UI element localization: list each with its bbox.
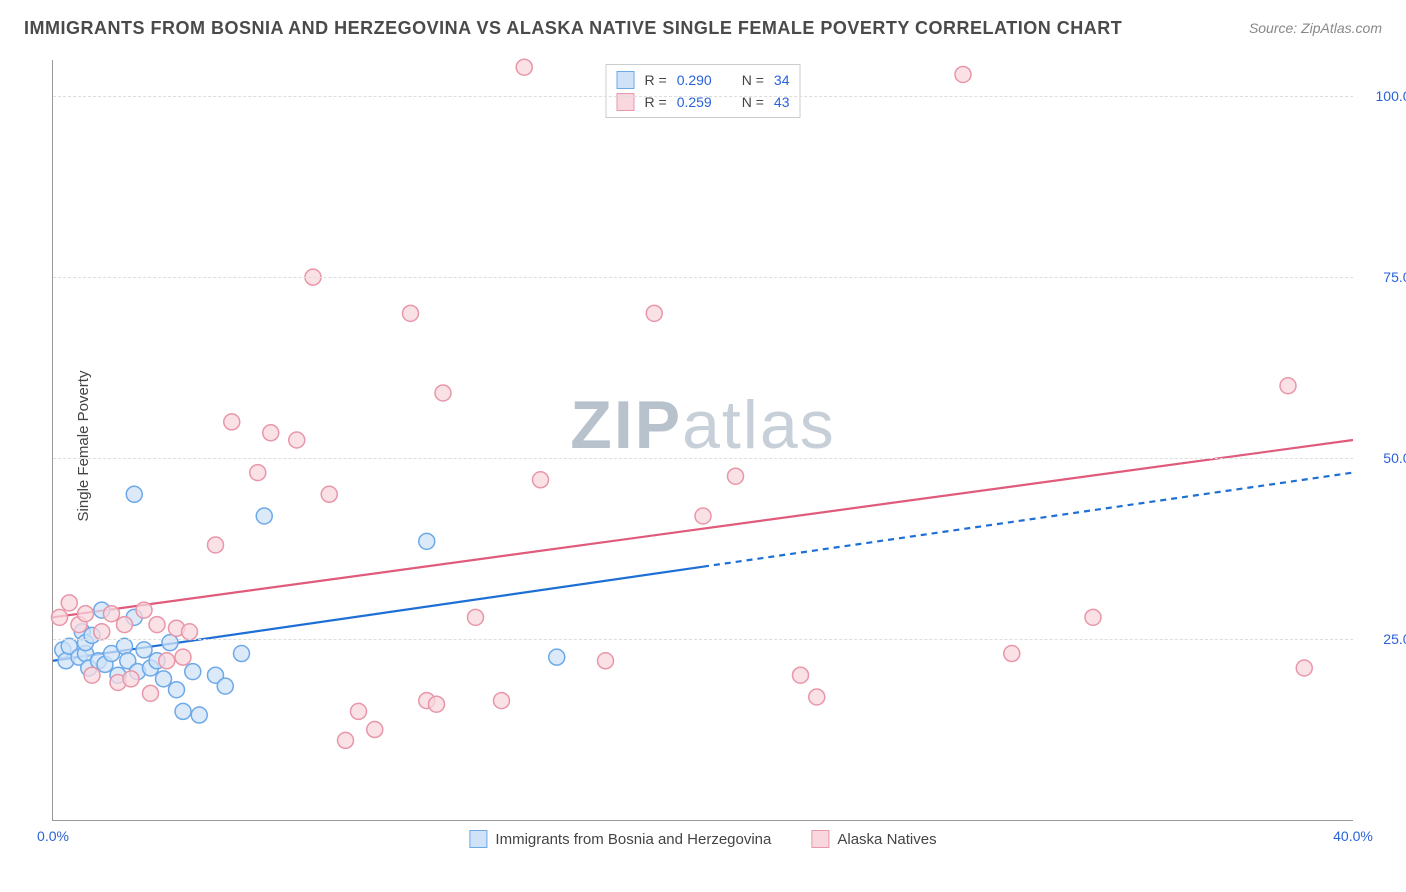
swatch-blue [617,71,635,89]
gridline [53,639,1353,640]
gridline [53,277,1353,278]
gridline [53,458,1353,459]
legend-row-alaska: R = 0.259 N = 43 [617,91,790,113]
correlation-legend: R = 0.290 N = 34 R = 0.259 N = 43 [606,64,801,118]
y-tick-label: 25.0% [1363,631,1406,647]
plot-svg [53,60,1353,820]
source-credit: Source: ZipAtlas.com [1249,20,1382,36]
y-tick-label: 100.0% [1363,88,1406,104]
chart-container: IMMIGRANTS FROM BOSNIA AND HERZEGOVINA V… [0,0,1406,892]
legend-item-alaska: Alaska Natives [811,830,936,848]
plot-area: ZIPatlas R = 0.290 N = 34 R = 0.259 N = … [52,60,1353,821]
swatch-pink [811,830,829,848]
swatch-blue [469,830,487,848]
legend-item-bosnia: Immigrants from Bosnia and Herzegovina [469,830,771,848]
series-legend: Immigrants from Bosnia and Herzegovina A… [469,830,936,848]
legend-row-bosnia: R = 0.290 N = 34 [617,69,790,91]
y-tick-label: 75.0% [1363,269,1406,285]
y-tick-label: 50.0% [1363,450,1406,466]
gridline [53,96,1353,97]
x-tick-label: 40.0% [1333,828,1373,844]
x-tick-label: 0.0% [37,828,69,844]
chart-title: IMMIGRANTS FROM BOSNIA AND HERZEGOVINA V… [24,18,1122,39]
